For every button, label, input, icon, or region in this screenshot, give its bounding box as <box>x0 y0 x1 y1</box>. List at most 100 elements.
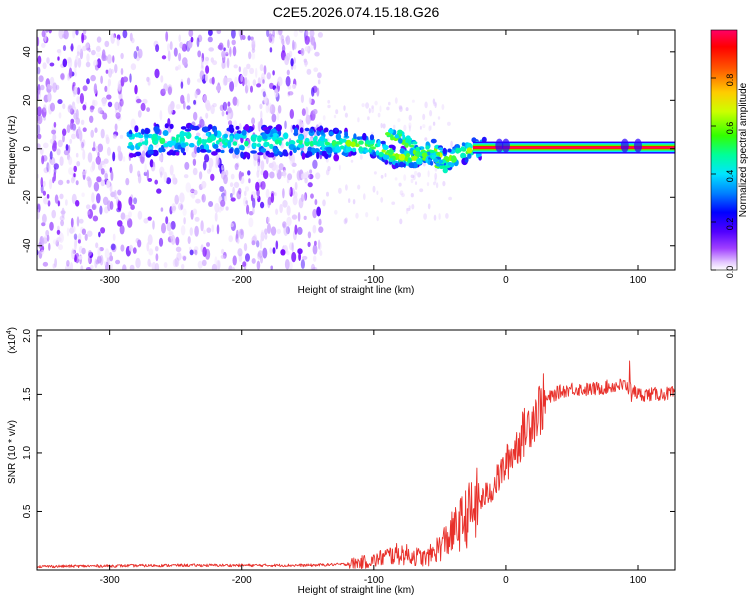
heatmap-ridge-cell <box>285 141 289 147</box>
heatmap-noise-cell <box>216 259 221 270</box>
heatmap-noise-cell <box>120 244 125 252</box>
heatmap-noise-cell <box>202 246 207 257</box>
heatmap-noise-cell <box>58 244 63 251</box>
carrier-band-bump <box>501 138 510 153</box>
heatmap-ridge-cell <box>275 124 282 132</box>
heatmap-ridge-cell <box>377 139 381 148</box>
heatmap-noise-cell <box>72 91 76 97</box>
heatmap-noise-cell <box>450 140 453 148</box>
heatmap-noise-cell <box>380 174 384 179</box>
heatmap-ridge-cell <box>312 140 319 146</box>
heatmap-noise-cell <box>182 256 187 261</box>
heatmap-noise-cell <box>291 214 298 220</box>
heatmap-noise-cell <box>304 192 308 201</box>
heatmap-noise-cell <box>228 48 232 55</box>
heatmap-noise-cell <box>180 81 184 89</box>
heatmap-noise-cell <box>422 124 426 129</box>
heatmap-ridge-cell <box>352 147 357 153</box>
heatmap-ridge-cell <box>289 150 293 156</box>
heatmap-noise-cell <box>219 186 225 192</box>
heatmap-ridge-cell <box>177 144 182 150</box>
heatmap-noise-cell <box>273 192 277 197</box>
heatmap-noise-cell <box>47 85 53 90</box>
heatmap-noise-cell <box>388 101 391 106</box>
heatmap-noise-cell <box>419 125 422 130</box>
heatmap-noise-cell <box>84 233 88 241</box>
heatmap-ridge-cell <box>304 137 310 143</box>
heatmap-noise-cell <box>57 49 62 57</box>
heatmap-ridge-cell <box>162 130 169 136</box>
heatmap-noise-cell <box>288 50 293 58</box>
heatmap-noise-cell <box>285 76 291 87</box>
heatmap-noise-cell <box>162 88 166 94</box>
heatmap-noise-cell <box>37 114 43 125</box>
heatmap-noise-cell <box>191 193 196 199</box>
heatmap-noise-cell <box>76 51 80 56</box>
heatmap-noise-cell <box>54 258 57 268</box>
heatmap-noise-cell <box>152 220 155 230</box>
heatmap-noise-cell <box>81 247 86 255</box>
heatmap-ridge-cell <box>164 123 169 129</box>
heatmap-ridge-cell <box>467 153 472 159</box>
heatmap-noise-cell <box>130 63 137 71</box>
heatmap-noise-cell <box>229 46 232 57</box>
heatmap-noise-cell <box>45 30 49 33</box>
heatmap-noise-cell <box>55 84 60 90</box>
heatmap-noise-cell <box>299 30 304 33</box>
heatmap-noise-cell <box>59 193 64 200</box>
heatmap-noise-cell <box>173 47 178 57</box>
heatmap-x-tick-label: -200 <box>232 275 252 286</box>
heatmap-noise-cell <box>283 225 289 237</box>
heatmap-noise-cell <box>146 169 149 181</box>
heatmap-ridge-cell <box>481 136 487 143</box>
heatmap-ridge-cell <box>132 153 137 158</box>
heatmap-noise-cell <box>41 107 47 118</box>
heatmap-noise-cell <box>115 259 121 265</box>
heatmap-noise-cell <box>234 76 238 88</box>
heatmap-noise-cell <box>377 112 381 118</box>
heatmap-noise-cell <box>142 98 148 105</box>
heatmap-noise-cell <box>58 232 64 244</box>
heatmap-noise-cell <box>338 164 341 171</box>
heatmap-ridge-cell <box>382 144 389 151</box>
heatmap-noise-cell <box>43 196 49 205</box>
heatmap-noise-cell <box>114 101 120 111</box>
carrier-band-bump <box>495 138 504 153</box>
heatmap-noise-cell <box>199 70 205 81</box>
heatmap-noise-cell <box>112 233 116 241</box>
heatmap-noise-cell <box>168 231 173 236</box>
heatmap-ridge-cell <box>365 139 371 145</box>
heatmap-noise-cell <box>223 189 227 197</box>
heatmap-noise-cell <box>201 180 207 189</box>
heatmap-ridge-cell <box>368 147 372 153</box>
heatmap-ridge-cell <box>399 148 405 154</box>
heatmap-noise-cell <box>100 227 106 234</box>
heatmap-noise-cell <box>204 154 210 163</box>
heatmap-noise-cell <box>434 177 437 184</box>
heatmap-noise-cell <box>238 66 241 73</box>
heatmap-noise-cell <box>348 198 351 204</box>
heatmap-noise-cell <box>87 177 92 188</box>
snr-series-line <box>37 360 675 570</box>
heatmap-noise-cell <box>222 77 228 86</box>
heatmap-noise-cell <box>178 34 181 42</box>
heatmap-noise-cell <box>211 76 215 85</box>
heatmap-noise-cell <box>269 171 275 179</box>
heatmap-noise-cell <box>291 251 297 263</box>
heatmap-noise-cell <box>90 74 96 82</box>
heatmap-noise-cell <box>103 261 107 266</box>
heatmap-noise-cell <box>371 107 375 114</box>
heatmap-ridge-cell <box>306 151 313 157</box>
heatmap-noise-cell <box>66 227 70 237</box>
heatmap-ridge-cell <box>471 137 477 143</box>
heatmap-noise-cell <box>268 162 274 169</box>
heatmap-noise-cell <box>263 65 267 75</box>
heatmap-noise-cell <box>154 179 158 185</box>
heatmap-ridge-cell <box>310 128 314 133</box>
colorbar-tick-label: 0.0 <box>725 266 735 279</box>
heatmap-noise-cell <box>161 222 166 234</box>
heatmap-noise-cell <box>95 45 101 53</box>
heatmap-ridge-cell <box>447 162 453 166</box>
heatmap-noise-cell <box>305 114 311 125</box>
heatmap-ridge-cell <box>460 152 466 159</box>
